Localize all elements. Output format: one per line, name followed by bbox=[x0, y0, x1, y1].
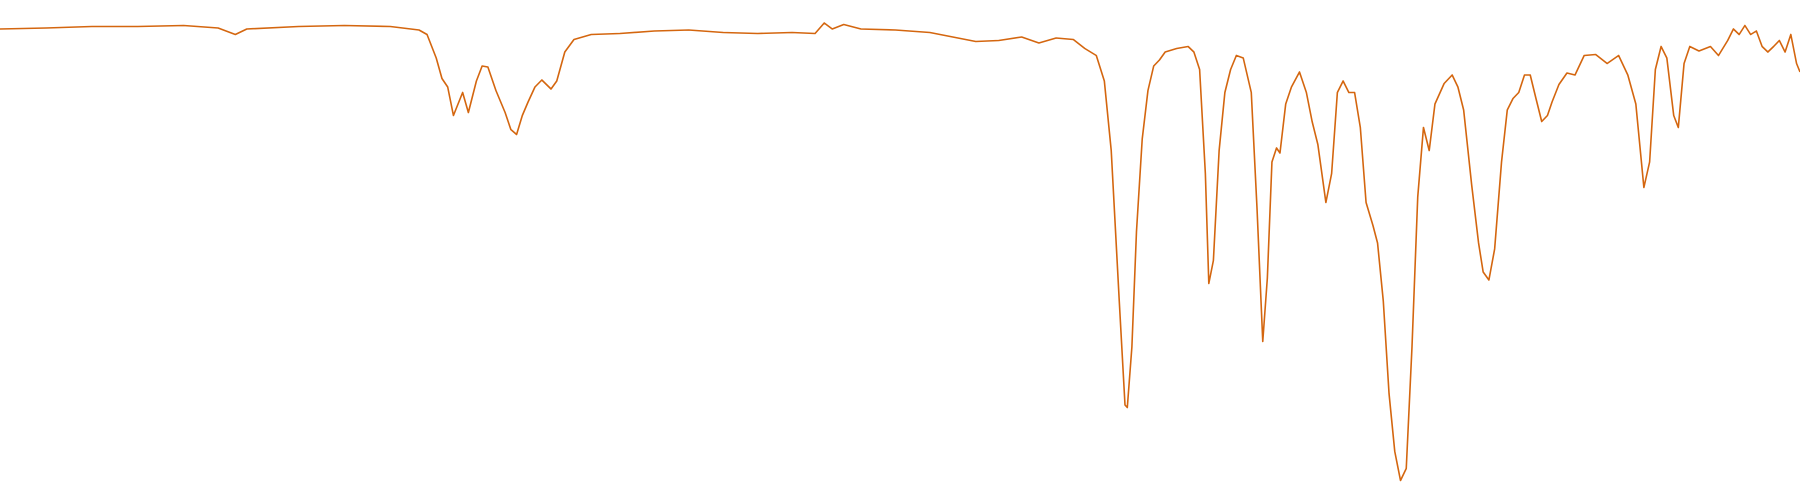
spectrum-line bbox=[0, 22, 1800, 482]
